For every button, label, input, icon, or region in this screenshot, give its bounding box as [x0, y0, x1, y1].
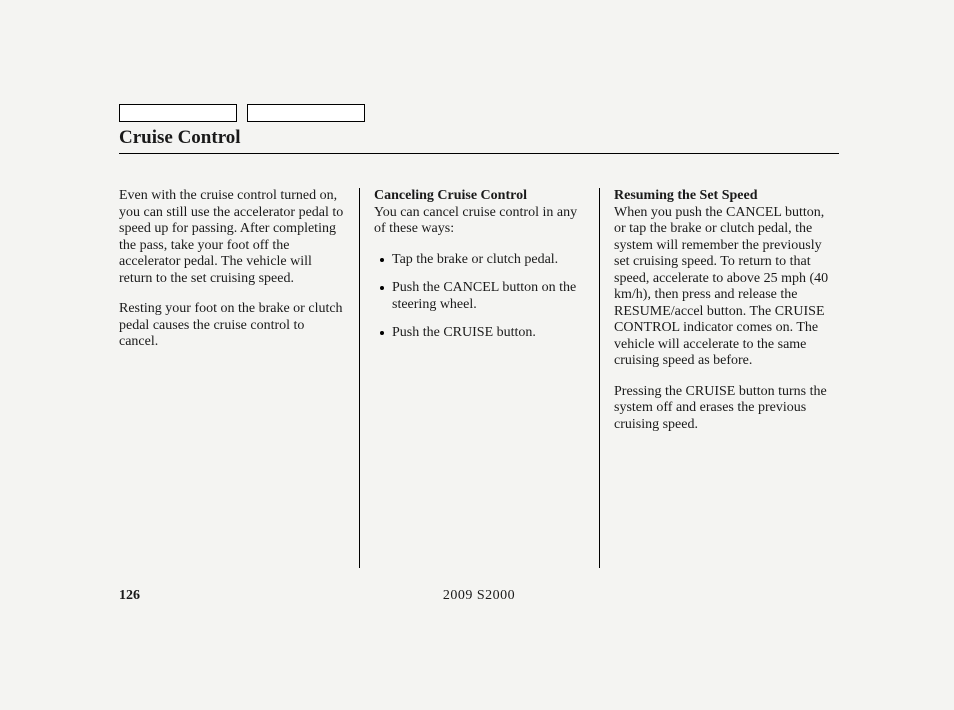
column-3: Resuming the Set Speed When you push the … [599, 188, 839, 568]
vehicle-model: 2009 S2000 [443, 588, 515, 604]
tab-box-1 [119, 104, 237, 122]
list-item: Push the CRUISE button. [380, 325, 585, 342]
col2-heading: Canceling Cruise Control [374, 188, 527, 203]
col1-paragraph-1: Even with the cruise control turned on, … [119, 188, 345, 287]
header-tabs [119, 104, 839, 122]
tab-box-2 [247, 104, 365, 122]
columns: Even with the cruise control turned on, … [119, 188, 839, 568]
column-1: Even with the cruise control turned on, … [119, 188, 359, 568]
col3-paragraph-1: Resuming the Set Speed When you push the … [614, 188, 839, 370]
column-2: Canceling Cruise Control You can cancel c… [359, 188, 599, 568]
list-item: Push the CANCEL button on the steering w… [380, 280, 585, 313]
col2-intro-text: You can cancel cruise control in any of … [374, 205, 577, 237]
col3-paragraph-2: Pressing the CRUISE button turns the sys… [614, 384, 839, 434]
list-item: Tap the brake or clutch pedal. [380, 252, 585, 269]
page-title: Cruise Control [119, 123, 839, 153]
cancel-methods-list: Tap the brake or clutch pedal. Push the … [374, 252, 585, 342]
page-number: 126 [119, 588, 140, 604]
manual-page: Cruise Control Even with the cruise cont… [119, 104, 839, 568]
title-rule [119, 153, 839, 154]
col3-heading: Resuming the Set Speed [614, 188, 758, 203]
col3-p1-text: When you push the CANCEL button, or tap … [614, 205, 828, 369]
col1-paragraph-2: Resting your foot on the brake or clutch… [119, 301, 345, 351]
col2-intro: Canceling Cruise Control You can cancel c… [374, 188, 585, 238]
